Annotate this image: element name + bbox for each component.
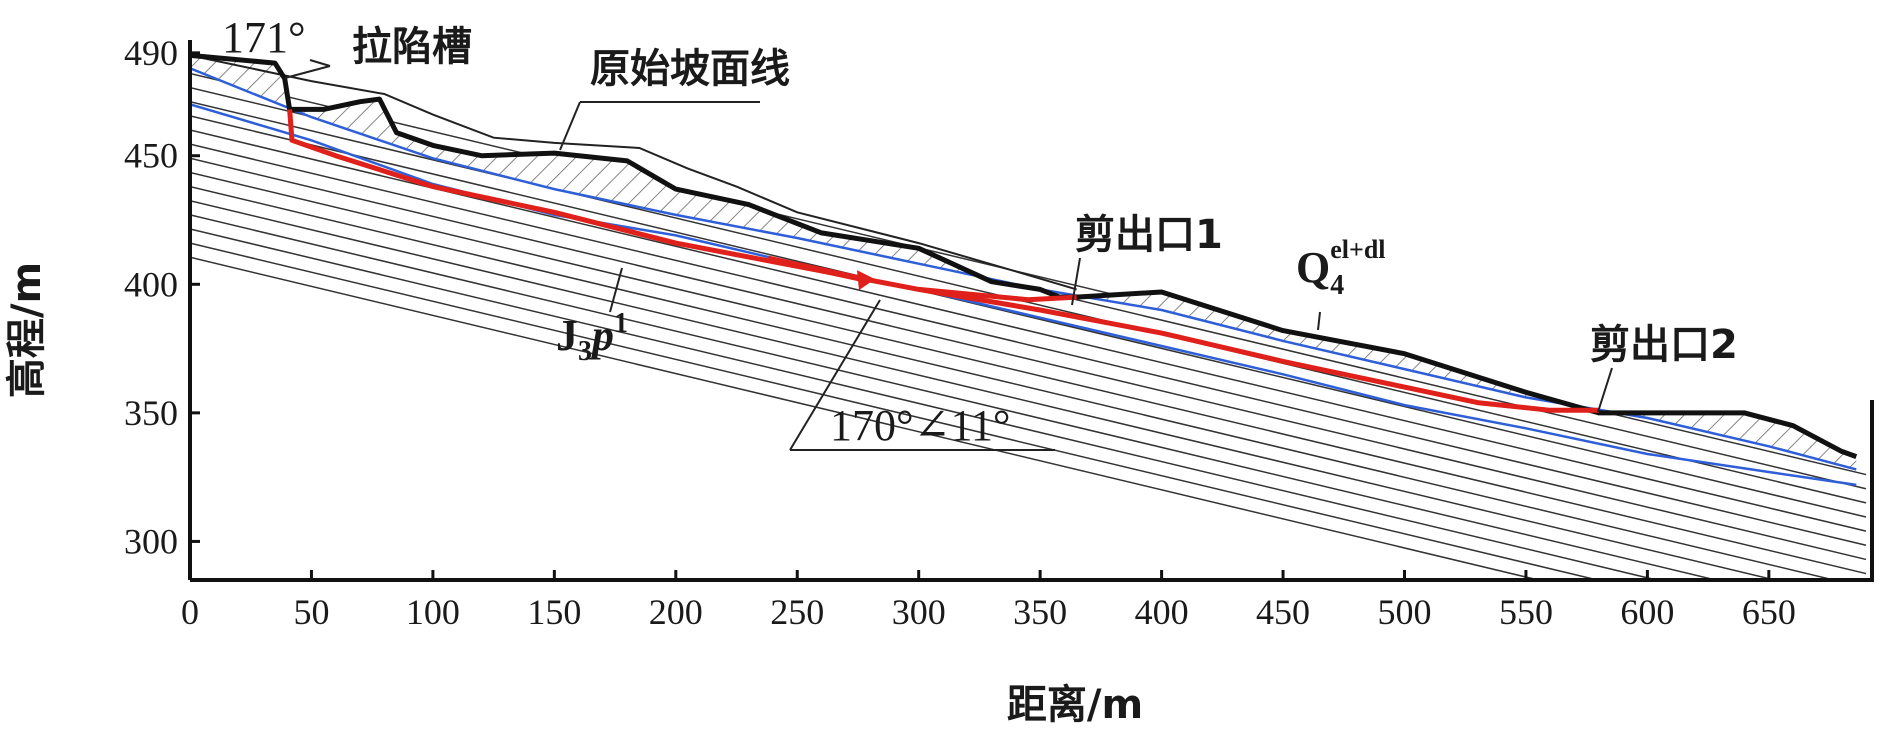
bedding-line bbox=[190, 143, 1867, 547]
formation-sub: 3 bbox=[578, 336, 592, 367]
bedding-line bbox=[190, 100, 1867, 504]
contact-line-upper bbox=[190, 67, 1857, 471]
blue-contact-lines bbox=[190, 67, 1857, 487]
original-slope-line bbox=[189, 54, 1077, 291]
x-tick-label: 600 bbox=[1620, 592, 1674, 632]
bedding-line bbox=[190, 228, 1660, 580]
bedding-line bbox=[190, 214, 1719, 580]
bedding-line bbox=[190, 171, 1867, 575]
x-tick-label: 0 bbox=[181, 592, 199, 632]
quaternary-base: Q bbox=[1296, 243, 1330, 292]
angle-leader bbox=[284, 65, 331, 79]
bedding-line bbox=[190, 199, 1778, 580]
x-tick-label: 500 bbox=[1377, 592, 1431, 632]
x-tick-label: 50 bbox=[293, 592, 329, 632]
x-tick-label: 400 bbox=[1135, 592, 1189, 632]
x-tick-label: 250 bbox=[770, 592, 824, 632]
bedding-line bbox=[190, 242, 1601, 580]
x-tick-label: 450 bbox=[1256, 592, 1310, 632]
y-axis-title: 高程/m bbox=[4, 262, 50, 398]
formation-label: J3p1 bbox=[556, 308, 628, 367]
x-tick-label: 100 bbox=[406, 592, 460, 632]
sliding-surfaces bbox=[287, 109, 1599, 413]
formation-italic: p bbox=[588, 311, 614, 360]
formation-leader bbox=[609, 267, 623, 313]
shear-exit-1-label: 剪出口1 bbox=[1075, 212, 1223, 258]
shear-exit-2-leader bbox=[1597, 367, 1613, 413]
y-tick-label: 450 bbox=[124, 136, 178, 176]
original-slope-label: 原始坡面线 bbox=[590, 46, 790, 92]
original-slope-leader-d bbox=[559, 101, 581, 151]
x-tick-label: 200 bbox=[649, 592, 703, 632]
bedding-attitude-label: 170°∠11° bbox=[830, 401, 1010, 450]
x-tick-label: 650 bbox=[1742, 592, 1796, 632]
formation-sup: 1 bbox=[614, 308, 628, 339]
x-tick-label: 300 bbox=[892, 592, 946, 632]
x-axis-title: 距离/m bbox=[1007, 682, 1143, 728]
quaternary-leader bbox=[1317, 311, 1321, 331]
formation-base: J bbox=[556, 311, 578, 360]
shear-exit-1-leader bbox=[1071, 257, 1081, 306]
y-tick-label: 300 bbox=[124, 521, 178, 561]
ground-surface-line bbox=[189, 52, 1858, 459]
slope-lines bbox=[189, 52, 1858, 459]
sliding-surface-2 bbox=[918, 286, 1599, 413]
movement-arrow-head bbox=[856, 270, 875, 291]
movement-arrow-shaft bbox=[767, 255, 864, 283]
quaternary-label: Q4 el+dl bbox=[1296, 235, 1386, 301]
y-tick-label: 400 bbox=[124, 264, 178, 304]
x-tick-label: 350 bbox=[1013, 592, 1067, 632]
sliding-surface-1 bbox=[287, 109, 1077, 303]
axes: 0 50 100 150 200 250 300 350 400 450 500 550 600 650 4… bbox=[124, 33, 1874, 632]
leader-lines bbox=[284, 59, 1613, 451]
shear-exit-2-label: 剪出口2 bbox=[1590, 322, 1738, 368]
angle-171-label: 171° bbox=[222, 13, 306, 62]
bedding-line bbox=[190, 185, 1837, 580]
quaternary-sup: el+dl bbox=[1330, 235, 1385, 264]
bedding-line bbox=[190, 115, 1867, 518]
bedding-line bbox=[190, 256, 1542, 580]
tension-trough-label: 拉陷槽 bbox=[352, 24, 472, 70]
angle-leader-tip bbox=[309, 59, 331, 67]
x-tick-label: 550 bbox=[1499, 592, 1553, 632]
x-tick-label: 150 bbox=[527, 592, 581, 632]
quaternary-sub: 4 bbox=[1330, 270, 1344, 301]
bedding-line bbox=[190, 157, 1867, 561]
y-tick-label: 490 bbox=[124, 33, 178, 73]
bedding-leader-d bbox=[789, 299, 881, 451]
y-tick-label: 350 bbox=[124, 393, 178, 433]
